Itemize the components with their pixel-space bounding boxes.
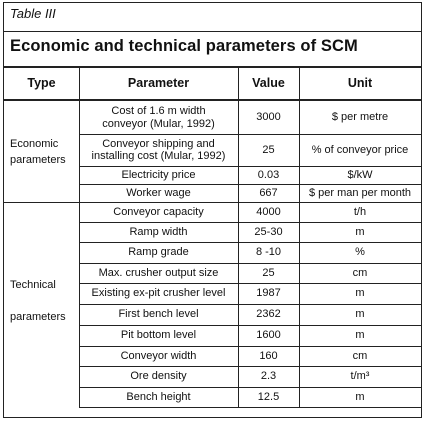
row-rule: [79, 166, 421, 167]
column-rule: [238, 66, 239, 407]
cell-value: 3000: [256, 111, 281, 124]
column-rule: [299, 66, 300, 407]
cell-unit: m: [355, 390, 365, 403]
row-rule: [79, 242, 421, 243]
cell-unit: cm: [352, 266, 368, 279]
row-rule: [79, 184, 421, 185]
cell-value: 12.5: [257, 390, 280, 403]
header-parameter: Parameter: [127, 75, 190, 90]
group-technical: Technical parameters: [10, 278, 66, 323]
cell-parameter: Existing ex-pit crusher level: [91, 287, 226, 300]
cell-value: 2362: [256, 308, 281, 321]
cell-unit: $ per man per month: [308, 186, 412, 199]
cell-unit: % of conveyor price: [311, 143, 409, 156]
row-rule: [4, 202, 421, 203]
cell-unit: cm: [352, 349, 368, 362]
row-rule: [79, 283, 421, 284]
header-rule: [4, 99, 421, 101]
row-rule: [79, 325, 421, 326]
table-label: Table III: [10, 6, 56, 21]
row-rule: [79, 407, 421, 408]
cell-unit: m: [355, 308, 365, 321]
cell-unit: t/h: [353, 205, 367, 218]
cell-unit: m: [355, 287, 365, 300]
table-frame: Table III Economic and technical paramet…: [3, 2, 422, 418]
header-value: Value: [252, 75, 285, 90]
header-unit: Unit: [347, 75, 373, 90]
cell-value: 667: [259, 186, 278, 199]
cell-unit: t/m³: [350, 370, 370, 383]
divider: [4, 31, 421, 32]
header-type: Type: [27, 75, 56, 90]
cell-value: 2.3: [260, 370, 277, 383]
cell-value: 1987: [256, 287, 281, 300]
cell-unit: %: [355, 246, 365, 259]
table-top-rule: [4, 66, 421, 68]
cell-parameter: Pit bottom level: [120, 329, 197, 342]
cell-value: 0.03: [257, 168, 280, 181]
cell-parameter: Bench height: [126, 390, 191, 403]
cell-parameter: Ore density: [130, 370, 187, 383]
row-rule: [79, 134, 421, 135]
cell-value: 25: [262, 143, 275, 156]
column-rule: [79, 66, 80, 407]
cell-parameter: Conveyor shipping and installing cost (M…: [91, 137, 226, 163]
cell-unit: m: [355, 329, 365, 342]
row-rule: [79, 263, 421, 264]
row-rule: [79, 304, 421, 305]
row-rule: [79, 222, 421, 223]
cell-parameter: Max. crusher output size: [98, 266, 219, 279]
cell-parameter: Cost of 1.6 m width conveyor (Mular, 199…: [102, 105, 215, 130]
cell-value: 4000: [256, 205, 281, 218]
cell-parameter: Conveyor width: [120, 349, 197, 362]
cell-parameter: Ramp width: [129, 225, 188, 238]
cell-unit: $ per metre: [331, 111, 389, 124]
cell-value: 160: [259, 349, 278, 362]
cell-value: 25: [262, 266, 275, 279]
group-economic: Economic parameters: [10, 137, 66, 166]
row-rule: [79, 346, 421, 347]
cell-parameter: Conveyor capacity: [113, 205, 204, 218]
cell-unit: m: [355, 225, 365, 238]
cell-unit: $/kW: [347, 168, 373, 181]
cell-parameter: Ramp grade: [128, 246, 189, 259]
cell-value: 8 -10: [255, 246, 282, 259]
cell-parameter: Worker wage: [126, 186, 191, 199]
cell-parameter: First bench level: [118, 308, 199, 321]
cell-parameter: Electricity price: [121, 168, 196, 181]
table-title: Economic and technical parameters of SCM: [10, 37, 358, 55]
row-rule: [79, 387, 421, 388]
cell-value: 25-30: [254, 225, 283, 238]
cell-value: 1600: [256, 329, 281, 342]
row-rule: [79, 366, 421, 367]
